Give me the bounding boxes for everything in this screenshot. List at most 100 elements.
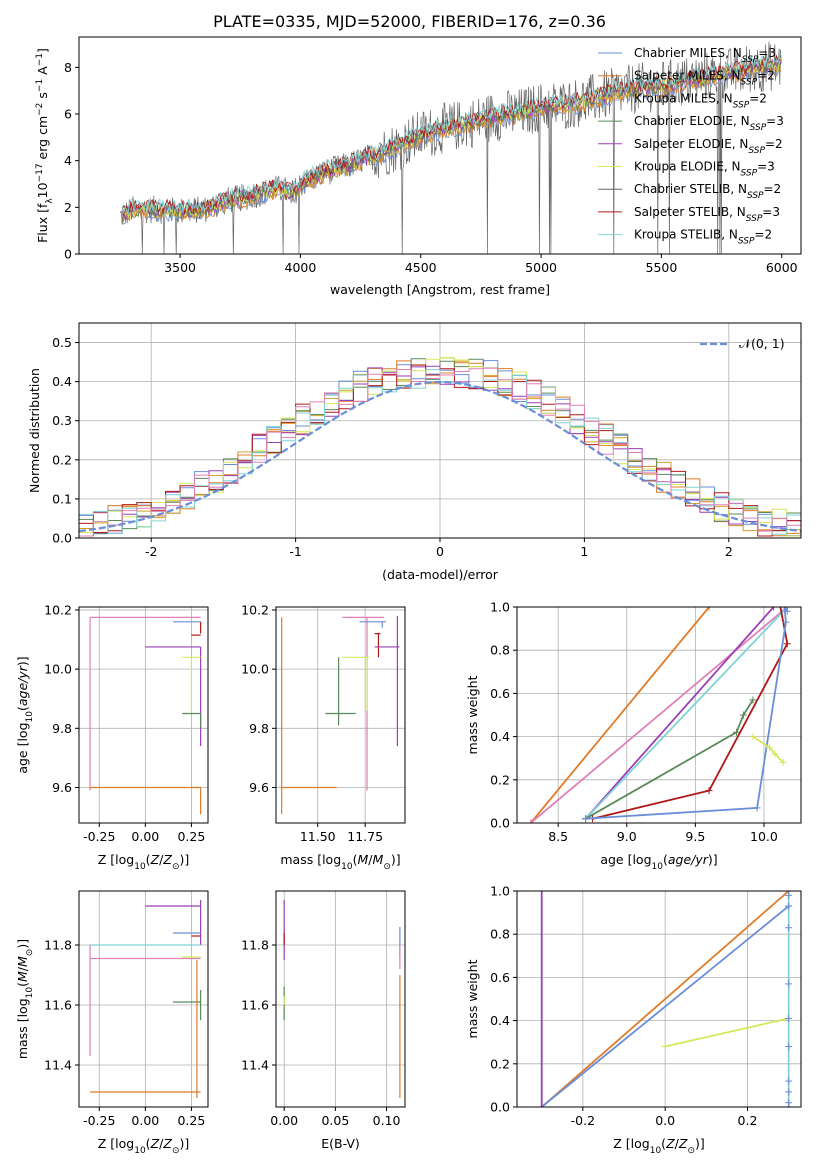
x-axis-label-part: )] <box>708 852 718 867</box>
y-tick-label: 0.0 <box>490 816 510 831</box>
x-axis-label-part: )] <box>391 852 401 867</box>
x-axis-label-part: 10 <box>650 1146 662 1156</box>
y-tick-label: 10.0 <box>241 662 269 677</box>
normal-curve <box>79 380 801 533</box>
y-axis-label-part: −17 <box>35 163 45 182</box>
residual-legend: 𝒩(0, 1) <box>700 336 785 351</box>
x-axis-label-part: )] <box>695 1136 705 1151</box>
x-tick-label: 4000 <box>285 260 317 275</box>
legend-label: Kroupa STELIB, NSSP=2 <box>634 228 772 247</box>
legend-label-part: SSP <box>742 55 759 65</box>
x-axis-label: age [log10(age/yr)] <box>600 852 717 872</box>
y-axis-label-part: ] <box>35 48 50 53</box>
model-line-chabrier_stelib <box>121 55 781 216</box>
x-axis-label-part: / <box>368 852 373 867</box>
x-tick-label: 5500 <box>646 260 678 275</box>
x-tick-label: 0.0 <box>655 1113 675 1128</box>
y-tick-label: 0.8 <box>490 643 510 658</box>
y-axis-label-part: mass weight <box>465 959 480 1038</box>
y-axis-label-part: 10 <box>25 987 35 999</box>
y-axis-label-part: s <box>35 92 50 103</box>
x-axis-label-part: / <box>159 852 164 867</box>
series-kroupa_elodie <box>752 735 784 764</box>
y-tick-label: 8 <box>64 60 72 75</box>
legend-label: Chabrier MILES, NSSP=3 <box>634 46 776 65</box>
y-axis-label-part: −2 <box>35 103 45 116</box>
legend-label-part: SSP <box>750 123 767 133</box>
x-axis-label-part: Z <box>665 1136 675 1151</box>
y-tick-label: 11.6 <box>241 998 269 1013</box>
x-axis-label-part: / <box>675 1136 680 1151</box>
legend-label-part: SSP <box>741 78 758 88</box>
legend-label-part: Salpeter ELODIE, N <box>634 137 748 151</box>
y-tick-label: 0.3 <box>52 413 72 428</box>
series-salpeter_miles <box>541 891 790 1107</box>
legend-label-part: SSP <box>747 191 764 201</box>
x-axis-label: mass [log10(M/M⊙)] <box>280 852 400 872</box>
y-axis-label-part: A <box>35 66 50 79</box>
y-axis-label-part: 10 <box>35 182 50 198</box>
x-tick-label: 3500 <box>164 260 196 275</box>
y-tick-label: 10.0 <box>44 662 72 677</box>
y-tick-label: 0.2 <box>52 452 72 467</box>
y-axis-label-part: / <box>15 966 30 971</box>
x-tick-label: 1 <box>580 544 588 559</box>
legend-label: Salpeter MILES, NSSP=2 <box>634 69 775 88</box>
x-tick-label: 4500 <box>405 260 437 275</box>
x-tick-label: -0.25 <box>83 829 115 844</box>
x-axis-label-part: ⊙ <box>172 1146 180 1156</box>
y-axis-label-part: )] <box>15 656 30 666</box>
y-tick-label: 6 <box>64 107 72 122</box>
legend-label-part: Salpeter MILES, N <box>634 69 741 83</box>
plot-area <box>79 357 801 538</box>
x-tick-label: 2 <box>725 544 733 559</box>
legend-label-part: Chabrier MILES, N <box>634 46 742 60</box>
x-tick-label: 9.5 <box>685 829 705 844</box>
x-axis-label-part: M <box>358 852 369 867</box>
x-tick-label: 0.25 <box>177 829 205 844</box>
y-axis-label-part: −1 <box>35 79 45 92</box>
x-axis-label: (data-model)/error <box>382 567 499 582</box>
x-tick-label: -0.25 <box>83 1113 115 1128</box>
x-tick-label: -2 <box>145 544 157 559</box>
y-tick-label: 9.8 <box>249 721 269 736</box>
legend-label: Chabrier ELODIE, NSSP=3 <box>634 114 784 133</box>
series-pink <box>530 607 788 823</box>
x-axis-label-part: ( <box>353 852 358 867</box>
legend-label-part: SSP <box>748 146 765 156</box>
x-axis-label-part: age [log <box>600 852 651 867</box>
x-axis-label: E(B-V) <box>321 1136 360 1151</box>
y-axis-label: mass weight <box>465 675 480 754</box>
y-tick-label: 2 <box>64 200 72 215</box>
y-axis-label: mass weight <box>465 959 480 1038</box>
x-axis-label-part: 10 <box>134 862 146 872</box>
y-axis-label-part: age/yr <box>15 665 30 706</box>
y-axis-label-part: 10 <box>25 711 35 723</box>
legend-label-part: =3 <box>762 205 780 219</box>
x-tick-label: 11.50 <box>300 829 336 844</box>
histogram-pink <box>79 367 801 538</box>
x-axis-label-part: Z <box>150 1136 160 1151</box>
x-axis-label-part: )] <box>179 852 189 867</box>
model-line-salpeter_stelib <box>121 54 781 217</box>
model-line-kroupa_miles <box>121 61 782 223</box>
x-axis-label: Z [log10(Z/Z⊙)] <box>98 852 190 872</box>
legend-label-part: SSP <box>733 100 750 110</box>
axes-frame <box>275 606 406 824</box>
axes-spectrum: 3500 4000 4500 5000 5500 6000 0 2 4 6 8 Chabrier MI… <box>35 36 802 297</box>
x-axis-label-part: Z <box>150 852 160 867</box>
y-tick-label: 11.4 <box>44 1058 72 1073</box>
y-tick-label: 9.6 <box>249 780 269 795</box>
x-tick-label: 0.05 <box>321 1113 349 1128</box>
x-axis-label-part: Z <box>678 1136 688 1151</box>
y-axis-label-part: mass [log <box>15 998 30 1059</box>
x-axis-label-part: ( <box>146 852 151 867</box>
legend-label-part: Kroupa MILES, N <box>634 91 733 105</box>
y-tick-label: 0.1 <box>52 491 72 506</box>
x-tick-label: 0.25 <box>177 1113 205 1128</box>
axes-age_vs_Z: -0.25 0.00 0.259.69.810.010.2Z [log10(Z/Z⊙… <box>15 602 209 872</box>
